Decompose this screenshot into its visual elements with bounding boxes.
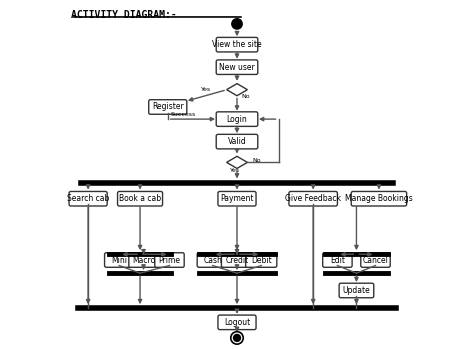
FancyBboxPatch shape xyxy=(129,253,158,267)
Text: ACTIVITY DIAGRAM:-: ACTIVITY DIAGRAM:- xyxy=(71,10,176,20)
FancyBboxPatch shape xyxy=(221,253,253,267)
Text: Debit: Debit xyxy=(251,255,272,265)
Text: Register: Register xyxy=(152,103,183,111)
FancyBboxPatch shape xyxy=(197,253,228,267)
Text: Edit: Edit xyxy=(330,255,345,265)
Text: Payment: Payment xyxy=(220,194,254,203)
FancyBboxPatch shape xyxy=(289,192,337,206)
Text: Yes: Yes xyxy=(201,87,211,92)
Circle shape xyxy=(231,332,243,344)
Text: Logout: Logout xyxy=(224,318,250,327)
FancyBboxPatch shape xyxy=(118,192,163,206)
Circle shape xyxy=(234,334,240,341)
Text: Update: Update xyxy=(343,286,370,295)
Text: Prime: Prime xyxy=(158,255,181,265)
Text: Credit: Credit xyxy=(225,255,249,265)
Polygon shape xyxy=(227,84,247,96)
Text: Cash: Cash xyxy=(203,255,222,265)
Text: Mini: Mini xyxy=(111,255,128,265)
FancyBboxPatch shape xyxy=(218,315,256,329)
Text: Search cab: Search cab xyxy=(67,194,109,203)
FancyBboxPatch shape xyxy=(361,253,390,267)
Text: Book a cab: Book a cab xyxy=(119,194,161,203)
Text: Login: Login xyxy=(227,114,247,124)
FancyBboxPatch shape xyxy=(339,283,374,298)
Text: No: No xyxy=(241,94,250,99)
FancyBboxPatch shape xyxy=(323,253,352,267)
FancyBboxPatch shape xyxy=(351,192,407,206)
FancyBboxPatch shape xyxy=(218,192,256,206)
FancyBboxPatch shape xyxy=(216,134,258,149)
Text: Success: Success xyxy=(171,112,196,117)
Text: View the site: View the site xyxy=(212,40,262,49)
FancyBboxPatch shape xyxy=(155,253,184,267)
FancyBboxPatch shape xyxy=(246,253,277,267)
FancyBboxPatch shape xyxy=(149,100,187,114)
FancyBboxPatch shape xyxy=(105,253,134,267)
Text: No: No xyxy=(253,158,261,163)
FancyBboxPatch shape xyxy=(69,192,107,206)
Text: Cancel: Cancel xyxy=(363,255,388,265)
Text: Valid: Valid xyxy=(228,137,246,146)
FancyBboxPatch shape xyxy=(216,37,258,52)
FancyBboxPatch shape xyxy=(216,60,258,74)
Text: Macro: Macro xyxy=(132,255,155,265)
Text: Yes: Yes xyxy=(230,168,240,173)
Polygon shape xyxy=(227,156,247,169)
Text: Manage Bookings: Manage Bookings xyxy=(345,194,413,203)
Text: Give Feedback: Give Feedback xyxy=(285,194,341,203)
FancyBboxPatch shape xyxy=(216,112,258,126)
Text: New user: New user xyxy=(219,63,255,72)
Circle shape xyxy=(232,19,242,29)
